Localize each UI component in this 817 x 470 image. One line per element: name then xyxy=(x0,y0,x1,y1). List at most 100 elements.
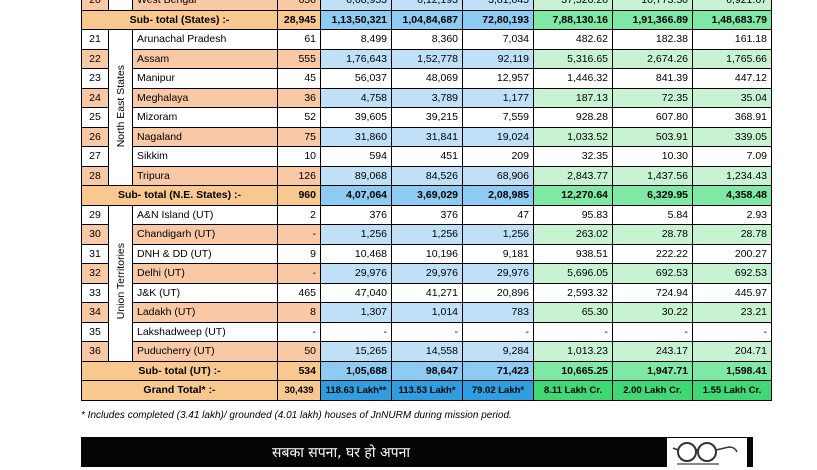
houses-cell: 10 xyxy=(277,146,321,167)
state-name-cell: J&K (UT) xyxy=(132,282,278,303)
state-name-cell: DNH & DD (UT) xyxy=(132,243,278,264)
value-cell: 339.05 xyxy=(692,126,772,147)
value-cell: 79.02 Lakh* xyxy=(462,380,534,401)
houses-cell: 960 xyxy=(277,185,321,206)
value-cell: 65.30 xyxy=(533,302,613,323)
serial-number-cell: 25 xyxy=(81,107,109,128)
value-cell: 1,76,643 xyxy=(320,48,392,69)
value-cell: 5.84 xyxy=(612,204,693,225)
value-cell: 10,468 xyxy=(320,243,392,264)
value-cell: 204.71 xyxy=(692,341,772,362)
value-cell: - xyxy=(462,321,534,342)
value-cell: 1,014 xyxy=(391,302,463,323)
value-cell: 607.80 xyxy=(612,107,693,128)
state-name-cell: Lakshadweep (UT) xyxy=(132,321,278,342)
value-cell: 928.28 xyxy=(533,107,613,128)
value-cell: 32.35 xyxy=(533,146,613,167)
value-cell: 39,215 xyxy=(391,107,463,128)
total-label-cell: Sub- total (N.E. States) :- xyxy=(81,185,278,206)
value-cell: 1,04,84,687 xyxy=(391,9,463,30)
value-cell: 23.21 xyxy=(692,302,772,323)
value-cell: 7,88,130.16 xyxy=(533,9,613,30)
table-row: 30 Chandigarh (UT) -1,256 1,256 1,256 263.02 2… xyxy=(81,224,772,245)
value-cell: 2,843.77 xyxy=(533,165,613,186)
total-label-cell: Sub- total (States) :- xyxy=(81,9,278,30)
table-row: 22 Assam 555 1,76,643 1,52,778 92,119 5,316.65… xyxy=(81,48,772,69)
value-cell: 1,013.23 xyxy=(533,341,613,362)
value-cell: - xyxy=(692,321,772,342)
value-cell: 12,957 xyxy=(462,68,534,89)
total-label-cell: Sub- total (UT) :- xyxy=(81,360,278,381)
value-cell: 41,271 xyxy=(391,282,463,303)
value-cell: 1,947.71 xyxy=(612,360,693,381)
table-row: 21 North East States Arunachal Pradesh 61 8,… xyxy=(81,29,772,186)
value-cell: 4,07,064 xyxy=(320,185,392,206)
value-cell: 1,446.32 xyxy=(533,68,613,89)
value-cell: 2.00 Lakh Cr. xyxy=(612,380,693,401)
serial-number-cell: 30 xyxy=(81,224,109,245)
value-cell: 9,181 xyxy=(462,243,534,264)
value-cell: 376 xyxy=(391,204,463,225)
value-cell: 7.09 xyxy=(692,146,772,167)
slogan-banner: सबका सपना, घर हो अपना xyxy=(81,437,753,467)
value-cell: 1,765.66 xyxy=(692,48,772,69)
value-cell: 10,773.50 xyxy=(612,0,693,11)
value-cell: 4,358.48 xyxy=(692,185,772,206)
north-east-group-label: North East States xyxy=(114,64,127,148)
state-name-cell: A&N Island (UT) xyxy=(132,204,278,225)
grand-total-row: Grand Total* :- 30,439 118.63 Lakh** 113.53… xyxy=(81,380,772,401)
serial-number-cell: 31 xyxy=(81,243,109,264)
value-cell: 56,037 xyxy=(320,68,392,89)
table-row: 25 Mizoram 52 39,605 39,215 7,559 928.28 607.80… xyxy=(81,107,772,128)
value-cell: 92,119 xyxy=(462,48,534,69)
group-blank-cell xyxy=(108,0,133,11)
table-row: 23 Manipur 45 56,037 48,069 12,957 1,446.32 841… xyxy=(81,68,772,89)
houses-cell: - xyxy=(277,321,321,342)
value-cell: 187.13 xyxy=(533,87,613,108)
value-cell: 1.55 Lakh Cr. xyxy=(692,380,772,401)
state-name-cell: Arunachal Pradesh xyxy=(132,29,278,50)
value-cell: 243.17 xyxy=(612,341,693,362)
serial-number-cell: 36 xyxy=(81,341,109,362)
value-cell: 47 xyxy=(462,204,534,225)
houses-cell: 28,945 xyxy=(277,9,321,30)
value-cell: - xyxy=(612,321,693,342)
state-name-cell: Assam xyxy=(132,48,278,69)
value-cell: 209 xyxy=(462,146,534,167)
value-cell: 15,265 xyxy=(320,341,392,362)
value-cell: 20,896 xyxy=(462,282,534,303)
table-row: 34 Ladakh (UT) 8 1,307 1,014 783 65.30 30.22 23.… xyxy=(81,302,772,323)
value-cell: 2.93 xyxy=(692,204,772,225)
serial-number-cell: 33 xyxy=(81,282,109,303)
value-cell: 1,177 xyxy=(462,87,534,108)
value-cell: 3,81,045 xyxy=(462,0,534,11)
value-cell: 8,499 xyxy=(320,29,392,50)
value-cell: 5,316.65 xyxy=(533,48,613,69)
value-cell: 368.91 xyxy=(692,107,772,128)
value-cell: - xyxy=(533,321,613,342)
value-cell: 39,605 xyxy=(320,107,392,128)
value-cell: 3,69,029 xyxy=(391,185,463,206)
value-cell: 30.22 xyxy=(612,302,693,323)
value-cell: 692.53 xyxy=(692,263,772,284)
value-cell: 692.53 xyxy=(612,263,693,284)
value-cell: 19,024 xyxy=(462,126,534,147)
value-cell: 503.91 xyxy=(612,126,693,147)
value-cell: 14,558 xyxy=(391,341,463,362)
value-cell: 6,68,953 xyxy=(320,0,392,11)
state-name-cell: Mizoram xyxy=(132,107,278,128)
value-cell: 31,841 xyxy=(391,126,463,147)
table-row: 32 Delhi (UT) -29,976 29,976 29,976 5,696.05 6… xyxy=(81,263,772,284)
serial-number-cell: 21 xyxy=(81,29,109,50)
table-row: 24 Meghalaya 36 4,758 3,789 1,177 187.13 72.35 3… xyxy=(81,87,772,108)
houses-cell: 656 xyxy=(277,0,321,11)
value-cell: 1,256 xyxy=(391,224,463,245)
value-cell: 482.62 xyxy=(533,29,613,50)
footnote: * Includes completed (3.41 lakh)/ ground… xyxy=(81,410,512,421)
value-cell: 6,921.67 xyxy=(692,0,772,11)
state-name-cell: Delhi (UT) xyxy=(132,263,278,284)
value-cell: 6,329.95 xyxy=(612,185,693,206)
table-row: 27 Sikkim 10 594 451 209 32.35 10.30 7.09 xyxy=(81,146,772,167)
value-cell: 451 xyxy=(391,146,463,167)
state-name-cell: Chandigarh (UT) xyxy=(132,224,278,245)
